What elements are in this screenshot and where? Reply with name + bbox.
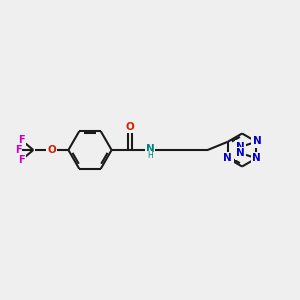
Text: F: F xyxy=(19,135,25,146)
Text: N: N xyxy=(252,153,261,163)
Text: F: F xyxy=(19,154,25,165)
Text: N: N xyxy=(146,143,154,154)
Text: O: O xyxy=(47,145,56,155)
Text: N: N xyxy=(236,148,245,158)
Text: H: H xyxy=(147,151,153,160)
Text: N: N xyxy=(224,153,232,163)
Text: N: N xyxy=(236,142,245,152)
Text: O: O xyxy=(125,122,134,132)
Text: N: N xyxy=(253,136,261,146)
Text: F: F xyxy=(15,145,22,155)
